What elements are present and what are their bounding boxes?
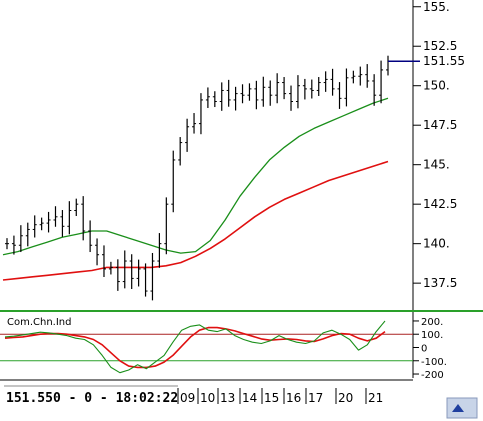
last-price-marker: 151.55: [388, 54, 465, 68]
last-price-label: 151.55: [423, 54, 465, 68]
cci-line: [4, 320, 386, 374]
signal-line: [4, 326, 386, 369]
indicator-tick-label: -200: [421, 370, 444, 381]
date-label: 09: [180, 391, 195, 405]
indicator-axis-ticks: 200. 100. 0 -100. -200: [413, 317, 447, 381]
price-tick-label: 145.: [423, 158, 450, 172]
price-tick-label: 140.: [423, 237, 450, 251]
indicator-tick-label: -100.: [421, 357, 447, 368]
ma-short-line: [2, 97, 389, 256]
indicator-signal-line: [4, 326, 386, 369]
indicator-tick-label: 100.: [421, 330, 443, 341]
price-tick-label: 152.5: [423, 39, 457, 53]
ma-long-line: [2, 160, 389, 281]
indicator-tick-label: 0: [421, 343, 427, 354]
scroll-widget[interactable]: [446, 397, 478, 419]
price-tick-label: 137.5: [423, 276, 457, 290]
price-tick-label: 150.: [423, 79, 450, 93]
moving-average-long: [2, 160, 389, 281]
price-panel: 137.5 140. 142.5 145. 147.5 150. 152.5 155. 151…: [2, 0, 465, 310]
price-tick-label: 142.5: [423, 197, 457, 211]
date-label: 13: [220, 391, 235, 405]
moving-average-short: [2, 97, 389, 256]
date-label: 17: [308, 391, 323, 405]
scroll-button[interactable]: [446, 397, 478, 419]
date-label: 10: [200, 391, 215, 405]
price-tick-label: 155.: [423, 0, 450, 14]
price-bars: [5, 55, 390, 301]
date-label: 14: [242, 391, 257, 405]
date-label: 15: [264, 391, 279, 405]
indicator-panel: 200. 100. 0 -100. -200 Com.Chn.Ind: [0, 312, 447, 381]
date-label: 16: [286, 391, 301, 405]
date-axis-labels: 09 10 13 14 15 16 17 20 21: [177, 388, 383, 405]
indicator-cci-line: [4, 320, 386, 374]
date-label: 21: [368, 391, 383, 405]
status-readout-box: [0, 381, 180, 407]
price-axis-ticks: 137.5 140. 142.5 145. 147.5 150. 152.5 155.: [413, 0, 457, 290]
price-tick-label: 147.5: [423, 118, 457, 132]
indicator-reference-lines: [0, 333, 413, 362]
indicator-title: Com.Chn.Ind: [7, 317, 72, 328]
scroll-arrow-icon: [452, 404, 464, 412]
date-label: 20: [338, 391, 353, 405]
indicator-tick-label: 200.: [421, 317, 443, 328]
status-readout: 151.550 - 0 - 18:02:22: [6, 391, 178, 406]
